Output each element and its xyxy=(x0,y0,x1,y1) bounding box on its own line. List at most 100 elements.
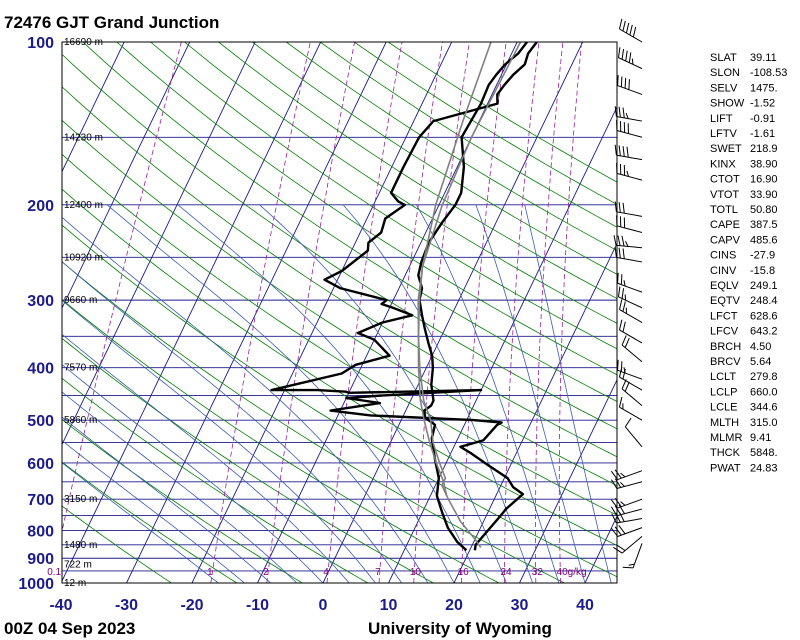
mixing-ratio-label: 32 xyxy=(532,567,544,578)
barb-staff xyxy=(616,211,643,217)
barb-flag xyxy=(617,286,621,297)
barb-flag xyxy=(626,170,629,177)
wind-barb xyxy=(610,525,643,537)
index-key: CINV xyxy=(710,265,737,277)
barb-flag xyxy=(628,563,635,566)
pressure-axis: 100 200 300 400 500 600 700 800 900 1000 xyxy=(18,35,54,593)
barb-flag xyxy=(628,79,630,90)
barb-staff xyxy=(619,376,643,391)
barb-flag xyxy=(622,368,626,380)
barb-flag xyxy=(618,319,623,331)
barb-staff xyxy=(616,172,643,181)
profile-line-3 xyxy=(417,42,492,549)
pressure-tick-label: 1000 xyxy=(18,576,54,593)
barb-flag xyxy=(611,513,617,524)
barb-flag xyxy=(617,272,619,284)
mixing-ratio-label: 40g/kg xyxy=(557,567,587,578)
dry-adiabat xyxy=(150,42,617,350)
moist-adiabat xyxy=(62,216,429,583)
temperature-tick-label: 10 xyxy=(380,597,398,614)
wind-barb xyxy=(617,47,643,70)
barb-flag xyxy=(622,20,626,32)
isotherm-line xyxy=(62,42,322,582)
isotherm-line xyxy=(322,42,584,583)
index-key: LFCV xyxy=(710,326,739,338)
index-key: PWAT xyxy=(710,462,741,474)
wind-barb xyxy=(618,396,643,421)
mixing-ratio-line xyxy=(210,42,311,583)
pressure-tick-label: 900 xyxy=(27,551,54,568)
stability-indices: SLAT 39.11 SLON -108.53 SELV 1475. SHOW -1.52 LI… xyxy=(710,52,787,474)
dry-adiabat xyxy=(62,299,500,583)
dry-adiabat xyxy=(184,42,617,324)
barb-flag xyxy=(610,479,618,489)
barb-flag xyxy=(621,379,627,390)
sounding-profiles xyxy=(270,42,538,552)
mixing-ratio-line xyxy=(326,42,403,583)
profile-line-4 xyxy=(417,42,522,496)
height-label: 7570 m xyxy=(64,363,97,374)
index-key: LCLT xyxy=(710,371,736,383)
mixing-ratio-labels: 0.1 1 2 4 7 10 16 24 32 40g/kg xyxy=(47,567,586,578)
barb-flag xyxy=(618,202,621,213)
barb-staff xyxy=(616,481,643,489)
barb-flag xyxy=(616,544,626,551)
index-value: 643.2 xyxy=(750,326,778,338)
wind-barb xyxy=(618,319,643,344)
index-key: LCLP xyxy=(710,386,738,398)
wind-barb xyxy=(616,120,643,138)
pressure-tick-label: 200 xyxy=(27,198,54,215)
barb-flag xyxy=(622,146,625,157)
dry-adiabat xyxy=(62,505,172,583)
barb-flag xyxy=(625,50,628,62)
height-label: 16690 m xyxy=(64,37,103,48)
barb-flag xyxy=(614,144,617,156)
dry-adiabat xyxy=(62,153,617,516)
moist-adiabat xyxy=(62,364,324,583)
height-label: 5860 m xyxy=(64,415,97,426)
index-key: CAPV xyxy=(710,234,741,246)
mixing-ratio-line xyxy=(558,42,582,583)
pressure-tick-label: 400 xyxy=(27,361,54,378)
barb-flag xyxy=(622,202,625,214)
index-value: 1475. xyxy=(750,82,778,94)
isotherm-line xyxy=(62,42,125,173)
barb-flag xyxy=(624,381,630,392)
wind-barb xyxy=(616,215,643,234)
barb-flag xyxy=(625,22,630,34)
dry-adiabat xyxy=(62,461,238,583)
mixing-ratio-line xyxy=(461,42,507,583)
barb-flag xyxy=(620,472,626,478)
barb-flag xyxy=(624,417,632,428)
dry-adiabat xyxy=(82,42,617,402)
barb-flag xyxy=(625,241,629,247)
index-value: -1.61 xyxy=(750,128,775,140)
temperature-tick-label: -20 xyxy=(180,597,203,614)
mixing-ratio-line xyxy=(266,42,355,583)
barb-flag xyxy=(622,321,626,333)
barb-flag xyxy=(618,366,623,378)
temperature-tick-label: 40 xyxy=(576,597,594,614)
index-value: 387.5 xyxy=(750,219,778,231)
wind-barb xyxy=(617,286,643,309)
barb-flag xyxy=(614,498,622,508)
dry-adiabat xyxy=(62,119,617,487)
wind-barb xyxy=(621,335,643,363)
barb-flag xyxy=(621,48,625,60)
isotherm-line xyxy=(62,42,191,310)
barb-flag xyxy=(625,113,629,119)
index-value: 249.1 xyxy=(750,280,778,292)
barb-flag xyxy=(618,247,621,259)
pressure-tick-label: 100 xyxy=(27,35,54,52)
barb-staff xyxy=(617,85,643,95)
barb-flag xyxy=(617,47,621,58)
pressure-tick-label: 300 xyxy=(27,293,54,310)
barb-flag xyxy=(629,24,633,36)
mixing-ratio-line xyxy=(378,42,443,583)
footer-date: 00Z 04 Sep 2023 xyxy=(4,619,135,638)
barb-flag xyxy=(619,512,625,522)
wind-barb xyxy=(617,75,643,95)
dry-adiabat xyxy=(62,224,617,578)
temperature-axis: -40 -30 -20 -10 0 10 20 30 40 xyxy=(49,597,594,614)
